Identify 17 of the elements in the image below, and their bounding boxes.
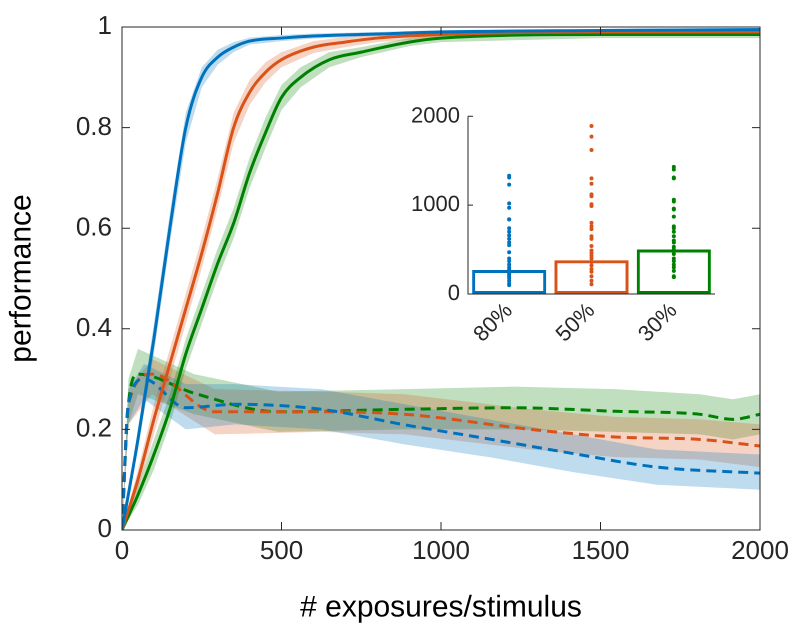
y-tick-label: 0.6 — [76, 211, 112, 242]
y-tick-label: 0.2 — [76, 412, 112, 443]
y-tick-label: 0 — [448, 280, 460, 306]
y-tick-label: 0.8 — [76, 110, 112, 141]
x-axis-title: # exposures/stimulus — [300, 590, 582, 624]
x-tick-label: 30% — [632, 297, 682, 346]
y-axis-title: performance — [4, 194, 38, 363]
y-tick-label: 0 — [98, 513, 112, 544]
x-tick-label: 50% — [550, 297, 600, 346]
x-tick-label: 80% — [468, 297, 517, 346]
y-tick-label: 0.4 — [76, 312, 112, 342]
y-tick-label: 2000 — [411, 102, 460, 128]
y-tick-label: 1 — [98, 10, 112, 40]
x-tick-label: 500 — [260, 534, 304, 565]
x-tick-label: 2000 — [731, 534, 789, 565]
x-tick-label: 1500 — [572, 534, 630, 565]
y-tick-label: 1000 — [411, 191, 460, 216]
